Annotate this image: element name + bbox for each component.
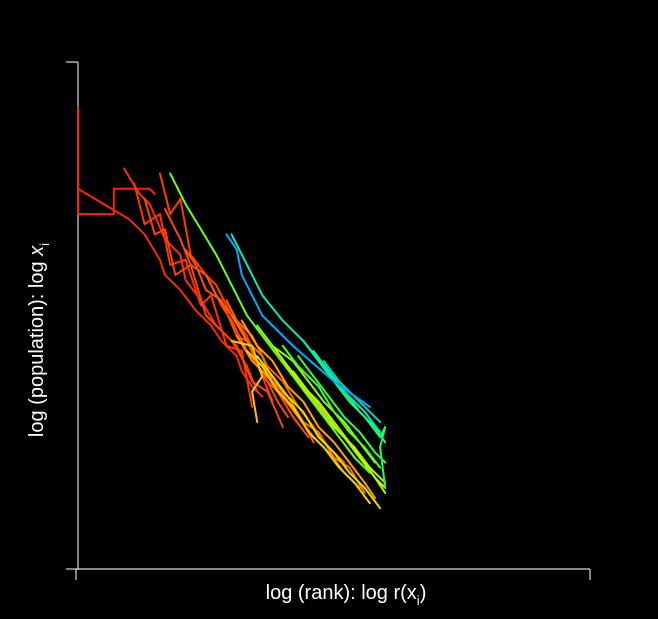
series-line-22 bbox=[281, 344, 382, 469]
plot-area bbox=[77, 106, 387, 510]
series-line-8 bbox=[184, 248, 310, 439]
series-line-2 bbox=[77, 187, 264, 398]
series-line-21 bbox=[169, 172, 371, 474]
series-line-26 bbox=[230, 233, 382, 434]
series-line-23 bbox=[297, 355, 387, 464]
series-line-19 bbox=[292, 370, 387, 484]
series-line-16 bbox=[256, 355, 382, 510]
x-axis bbox=[75, 568, 591, 580]
series-line-13 bbox=[240, 319, 376, 499]
y-axis bbox=[66, 61, 79, 570]
x-axis-label: log (rank): log r(xi) bbox=[266, 582, 427, 608]
series-line-27 bbox=[322, 360, 382, 423]
y-axis-label: log (population): log xi bbox=[26, 243, 52, 437]
series-line-1 bbox=[77, 106, 156, 216]
series-line-4 bbox=[133, 182, 254, 408]
series-line-28 bbox=[225, 233, 371, 408]
series-line-15 bbox=[246, 350, 371, 505]
series-line-14 bbox=[230, 339, 264, 423]
